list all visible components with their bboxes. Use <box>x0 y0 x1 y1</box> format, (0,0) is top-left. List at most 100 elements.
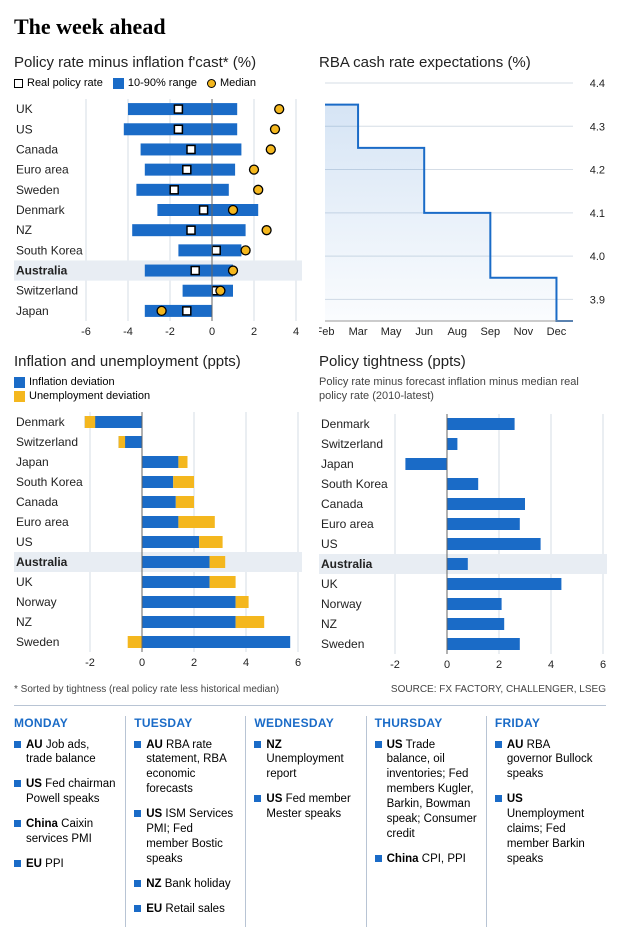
calendar-item: NZ Unemployment report <box>254 738 357 783</box>
chart4-title: Policy tightness (ppts) <box>319 353 606 370</box>
chart-rba: RBA cash rate expectations (%) 3.94.04.1… <box>319 54 606 339</box>
footnote-left: * Sorted by tightness (real policy rate … <box>14 684 279 695</box>
svg-text:6: 6 <box>600 659 606 671</box>
svg-text:NZ: NZ <box>16 223 32 237</box>
calendar-item: US ISM Services PMI; Fed member Bostic s… <box>134 807 237 867</box>
chart1-legend: Real policy rate10-90% rangeMedian <box>14 77 301 89</box>
svg-text:-6: -6 <box>81 326 91 338</box>
svg-text:Canada: Canada <box>16 495 58 509</box>
svg-text:US: US <box>16 535 33 549</box>
calendar-day: FRIDAY <box>495 716 598 730</box>
svg-text:Norway: Norway <box>321 597 362 611</box>
svg-text:Denmark: Denmark <box>16 415 66 429</box>
svg-text:4: 4 <box>548 659 554 671</box>
footnote-right: SOURCE: FX FACTORY, CHALLENGER, LSEG <box>391 684 606 695</box>
svg-text:Aug: Aug <box>447 326 467 338</box>
chart3-title: Inflation and unemployment (ppts) <box>14 353 301 370</box>
svg-text:-2: -2 <box>165 326 175 338</box>
calendar-day: TUESDAY <box>134 716 237 730</box>
svg-text:Switzerland: Switzerland <box>16 435 78 449</box>
chart2-title: RBA cash rate expectations (%) <box>319 54 606 71</box>
svg-text:US: US <box>16 122 33 136</box>
svg-text:UK: UK <box>16 575 33 589</box>
calendar-item: China CPI, PPI <box>375 852 478 867</box>
svg-text:Norway: Norway <box>16 595 57 609</box>
calendar-item: AU Job ads, trade balance <box>14 738 117 768</box>
calendar-day: WEDNESDAY <box>254 716 357 730</box>
svg-text:Mar: Mar <box>349 326 368 338</box>
svg-text:Dec: Dec <box>547 326 567 338</box>
divider <box>14 705 606 706</box>
svg-text:4: 4 <box>293 326 299 338</box>
svg-text:4.2: 4.2 <box>590 165 605 177</box>
svg-text:Sep: Sep <box>481 326 501 338</box>
svg-text:2: 2 <box>191 657 197 669</box>
svg-text:US: US <box>321 537 338 551</box>
calendar-day: MONDAY <box>14 716 117 730</box>
row-2: Inflation and unemployment (ppts) Inflat… <box>14 353 606 672</box>
svg-text:Denmark: Denmark <box>16 203 66 217</box>
calendar-day: THURSDAY <box>375 716 478 730</box>
svg-text:4.4: 4.4 <box>590 78 605 90</box>
footnotes: * Sorted by tightness (real policy rate … <box>14 680 606 695</box>
calendar-item: US Unemployment claims; Fed member Barki… <box>495 792 598 867</box>
svg-text:3.9: 3.9 <box>590 294 605 306</box>
svg-text:Canada: Canada <box>321 497 363 511</box>
svg-text:Australia: Australia <box>321 557 373 571</box>
svg-text:4.3: 4.3 <box>590 121 605 133</box>
svg-text:Sweden: Sweden <box>16 183 59 197</box>
calendar-item: US Trade balance, oil inventories; Fed m… <box>375 738 478 843</box>
calendar-item: EU Retail sales <box>134 902 237 917</box>
svg-text:Switzerland: Switzerland <box>16 284 78 298</box>
page-title: The week ahead <box>14 14 606 40</box>
svg-text:NZ: NZ <box>16 615 32 629</box>
chart-tightness: Policy tightness (ppts) Policy rate minu… <box>319 353 606 672</box>
svg-text:0: 0 <box>139 657 145 669</box>
svg-text:Nov: Nov <box>514 326 534 338</box>
calendar-item: AU RBA rate statement, RBA economic fore… <box>134 738 237 798</box>
svg-text:Japan: Japan <box>16 455 49 469</box>
svg-text:Switzerland: Switzerland <box>321 437 383 451</box>
svg-text:Sweden: Sweden <box>321 637 364 651</box>
svg-text:6: 6 <box>295 657 301 669</box>
svg-text:Sweden: Sweden <box>16 635 59 649</box>
svg-text:Euro area: Euro area <box>321 517 374 531</box>
calendar-item: EU PPI <box>14 857 117 872</box>
svg-text:4.0: 4.0 <box>590 251 605 263</box>
svg-text:Japan: Japan <box>16 304 49 318</box>
svg-text:Australia: Australia <box>16 555 68 569</box>
svg-text:Denmark: Denmark <box>321 417 371 431</box>
calendar: MONDAY AU Job ads, trade balance US Fed ch… <box>14 716 606 927</box>
svg-text:Japan: Japan <box>321 457 354 471</box>
svg-text:May: May <box>381 326 402 338</box>
chart4-subtitle: Policy rate minus forecast inflation min… <box>319 376 606 404</box>
calendar-item: NZ Bank holiday <box>134 877 237 892</box>
svg-text:2: 2 <box>496 659 502 671</box>
svg-text:2: 2 <box>251 326 257 338</box>
svg-text:South Korea: South Korea <box>16 475 83 489</box>
calendar-item: China Caixin services PMI <box>14 817 117 847</box>
svg-text:Canada: Canada <box>16 142 58 156</box>
svg-text:0: 0 <box>444 659 450 671</box>
svg-text:-4: -4 <box>123 326 133 338</box>
svg-text:Jun: Jun <box>415 326 433 338</box>
svg-text:-2: -2 <box>85 657 95 669</box>
calendar-item: US Fed member Mester speaks <box>254 792 357 822</box>
svg-text:NZ: NZ <box>321 617 337 631</box>
calendar-item: US Fed chairman Powell speaks <box>14 777 117 807</box>
calendar-item: AU RBA governor Bullock speaks <box>495 738 598 783</box>
chart3-legend: Inflation deviationUnemployment deviatio… <box>14 376 301 402</box>
svg-text:UK: UK <box>321 577 338 591</box>
svg-text:Australia: Australia <box>16 264 68 278</box>
svg-text:South Korea: South Korea <box>321 477 388 491</box>
chart1-title: Policy rate minus inflation f'cast* (%) <box>14 54 301 71</box>
chart-infl-unemp: Inflation and unemployment (ppts) Inflat… <box>14 353 301 672</box>
chart-policy-rate: Policy rate minus inflation f'cast* (%) … <box>14 54 301 339</box>
svg-text:-2: -2 <box>390 659 400 671</box>
svg-text:Euro area: Euro area <box>16 515 69 529</box>
svg-text:Euro area: Euro area <box>16 163 69 177</box>
svg-text:0: 0 <box>209 326 215 338</box>
row-1: Policy rate minus inflation f'cast* (%) … <box>14 54 606 339</box>
svg-text:4: 4 <box>243 657 249 669</box>
svg-text:UK: UK <box>16 102 33 116</box>
